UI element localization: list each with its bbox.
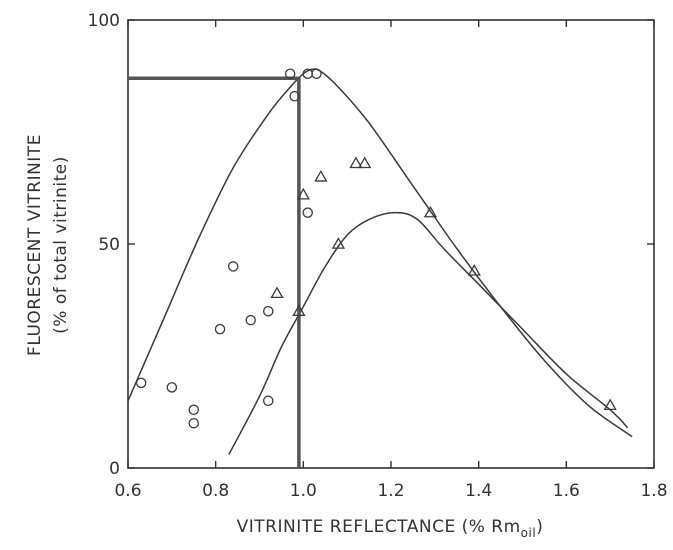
- guide-line: [128, 76, 301, 468]
- circle-point: [214, 323, 226, 335]
- x-tick-label: 0.8: [202, 481, 229, 501]
- x-tick-label: 1.4: [465, 481, 492, 501]
- x-axis-label-close: ): [536, 517, 543, 537]
- plot-frame: [127, 19, 655, 469]
- x-tick-label: 1.8: [640, 481, 667, 501]
- circle-point: [227, 261, 239, 272]
- circle-point: [245, 314, 256, 326]
- circle-point: [188, 417, 199, 429]
- circle-point: [166, 382, 178, 393]
- y-axis-label-line2: (% of total vitrinite): [51, 156, 71, 334]
- triangle-point: [349, 156, 363, 169]
- lower-envelope-curve: [228, 211, 629, 455]
- circle-point: [311, 68, 322, 80]
- circle-point: [263, 305, 274, 317]
- upper-envelope-curve: [127, 68, 633, 438]
- circle-point: [135, 377, 147, 389]
- x-axis-label-subscript: oil: [521, 526, 537, 540]
- x-tick-label: 1.2: [377, 481, 404, 501]
- triangle-point: [314, 169, 328, 182]
- data-points: [135, 68, 617, 429]
- x-tick-label: 1.6: [553, 481, 580, 501]
- x-tick-label: 0.6: [114, 481, 141, 501]
- triangle-point: [467, 264, 481, 276]
- triangle-point: [603, 398, 617, 411]
- y-axis-label-line1: FLUORESCENT VITRINITE: [25, 134, 45, 356]
- x-axis-label: VITRINITE REFLECTANCE (% Rmoil): [237, 517, 544, 540]
- x-axis-ticks: 0.6 0.8 1.0 1.2 1.4 1.6 1.8: [114, 20, 668, 501]
- y-tick-label: 0: [109, 459, 120, 479]
- triangle-point: [358, 156, 372, 169]
- triangle-point: [423, 205, 438, 218]
- circle-point: [302, 207, 313, 218]
- triangle-point: [331, 237, 346, 249]
- x-tick-label: 1.0: [290, 481, 317, 501]
- y-tick-label: 100: [88, 11, 120, 31]
- circle-point: [284, 68, 296, 80]
- fitted-curves: [127, 68, 633, 468]
- x-axis-label-main: VITRINITE REFLECTANCE (% Rm: [237, 517, 521, 537]
- circle-point: [188, 404, 199, 416]
- y-tick-label: 50: [98, 235, 120, 255]
- triangle-point: [270, 286, 284, 299]
- triangle-point: [296, 187, 310, 200]
- circle-point: [289, 90, 300, 102]
- y-axis-ticks: 0 50 100: [88, 11, 654, 479]
- circle-point: [263, 395, 274, 407]
- triangle-point: [292, 304, 306, 316]
